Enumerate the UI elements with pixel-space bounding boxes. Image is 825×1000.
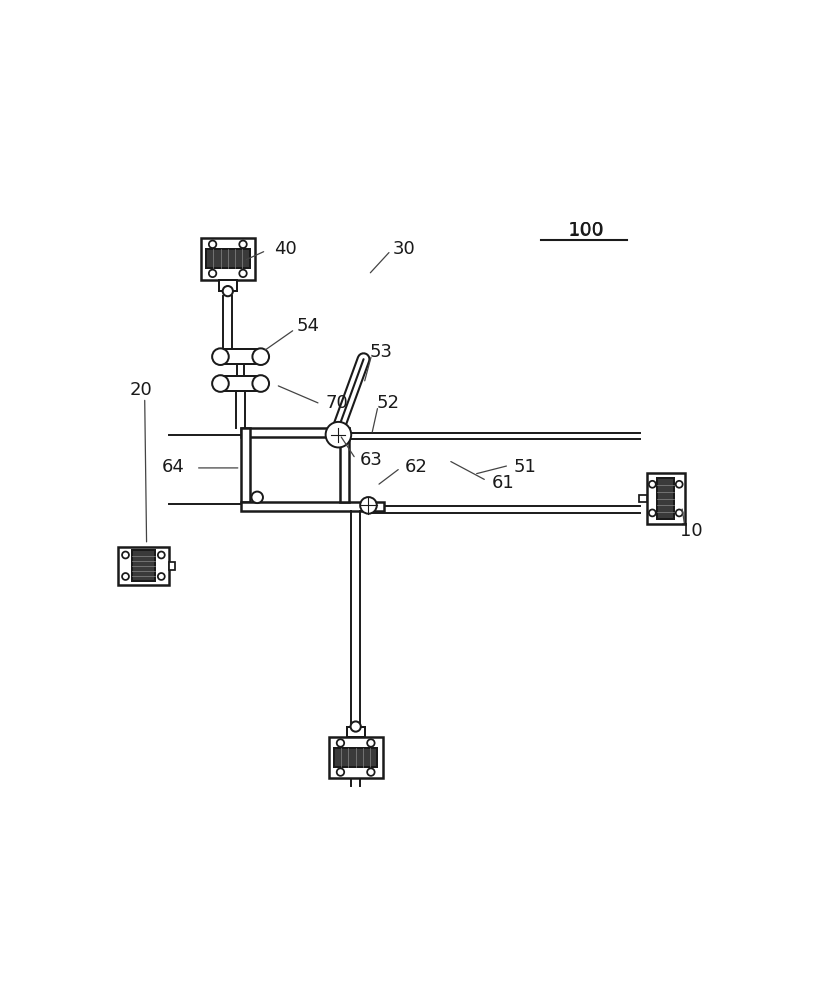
Bar	[241, 428, 249, 502]
Bar	[639, 495, 647, 502]
Bar	[206, 249, 249, 268]
Bar	[224, 376, 257, 391]
Circle shape	[649, 509, 656, 516]
Circle shape	[252, 348, 269, 365]
Text: 52: 52	[376, 394, 399, 412]
Bar	[241, 502, 384, 511]
Circle shape	[122, 552, 129, 558]
Text: 40: 40	[274, 240, 297, 258]
Circle shape	[239, 270, 247, 277]
Bar	[118, 547, 169, 585]
Bar	[132, 550, 155, 581]
Circle shape	[337, 768, 344, 776]
Circle shape	[212, 375, 229, 392]
Circle shape	[223, 286, 233, 296]
Bar	[241, 428, 349, 437]
Circle shape	[239, 241, 247, 248]
Text: 62: 62	[405, 458, 428, 476]
Circle shape	[158, 573, 165, 580]
Bar	[341, 428, 349, 502]
Circle shape	[122, 573, 129, 580]
Circle shape	[212, 348, 229, 365]
Bar	[224, 349, 257, 364]
Text: 51: 51	[514, 458, 536, 476]
Circle shape	[361, 497, 377, 514]
Circle shape	[252, 375, 269, 392]
Text: 70: 70	[325, 394, 348, 412]
Bar	[169, 562, 176, 570]
Circle shape	[158, 552, 165, 558]
Circle shape	[649, 481, 656, 488]
Circle shape	[209, 270, 216, 277]
Text: 20: 20	[130, 381, 153, 399]
Text: 10: 10	[680, 522, 703, 540]
Text: 61: 61	[492, 474, 514, 492]
Bar	[647, 473, 685, 524]
Circle shape	[676, 481, 682, 488]
Text: 64: 64	[162, 458, 185, 476]
Text: 53: 53	[370, 343, 393, 361]
Bar	[346, 727, 365, 737]
Circle shape	[367, 768, 375, 776]
Circle shape	[326, 422, 351, 447]
Text: 100: 100	[568, 221, 604, 240]
Text: 30: 30	[392, 240, 415, 258]
Text: 100: 100	[569, 221, 603, 239]
Text: 54: 54	[296, 317, 319, 335]
Circle shape	[367, 739, 375, 747]
Bar	[334, 748, 377, 767]
Circle shape	[209, 241, 216, 248]
Circle shape	[252, 492, 263, 503]
Circle shape	[351, 721, 361, 732]
Circle shape	[676, 509, 682, 516]
Bar	[658, 478, 674, 519]
Circle shape	[337, 739, 344, 747]
Bar	[328, 737, 383, 778]
Bar	[200, 238, 255, 280]
Bar	[219, 280, 237, 291]
Text: 63: 63	[361, 451, 383, 469]
